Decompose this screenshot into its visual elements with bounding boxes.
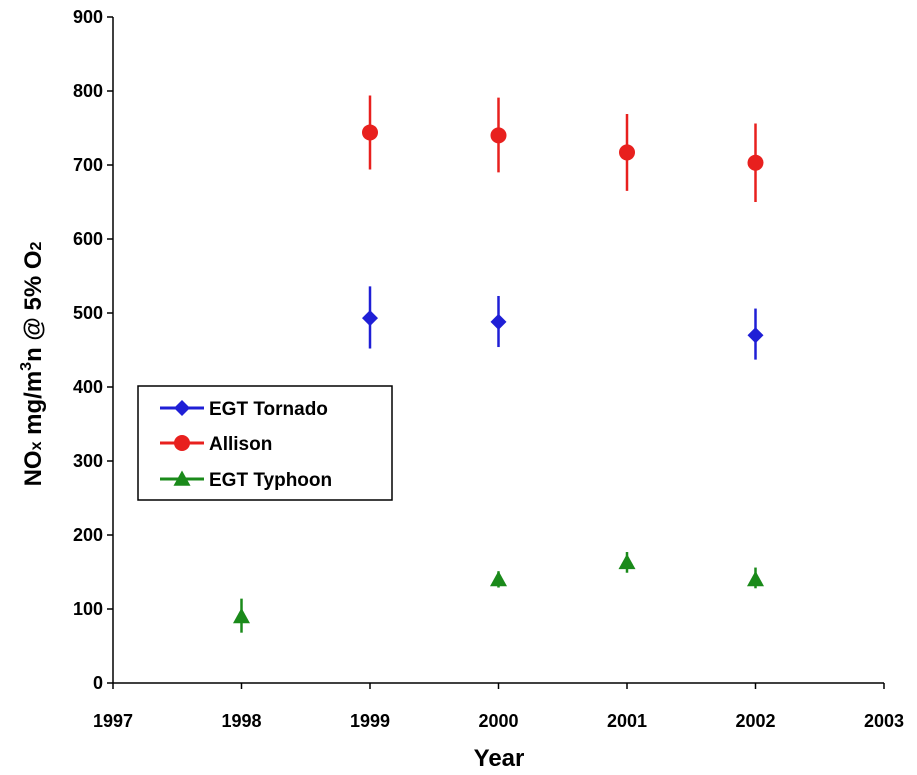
- data-point-egt-typhoon: [747, 570, 764, 587]
- y-tick-label: 0: [93, 673, 103, 693]
- y-title-subscript-2: 2: [28, 241, 45, 250]
- y-tick-label: 900: [73, 7, 103, 27]
- y-ticks: 0 100 200 300 400 500 600 700 800 900: [73, 7, 113, 693]
- data-point-egt-tornado: [747, 327, 764, 344]
- data-point-egt-tornado: [362, 310, 378, 327]
- x-tick-label: 1999: [350, 711, 390, 731]
- legend-marker-allison: [174, 435, 190, 451]
- x-tick-label: 2001: [607, 711, 647, 731]
- data-point-allison: [619, 144, 635, 161]
- data-point-egt-typhoon: [233, 607, 250, 624]
- y-axis-title: NOx mg/m3n @ 5% O2: [18, 241, 47, 486]
- series-egt-typhoon: [233, 552, 764, 633]
- data-point-egt-typhoon: [618, 553, 636, 570]
- y-title-superscript-3: 3: [18, 362, 35, 371]
- series-egt-tornado: [362, 286, 764, 360]
- y-tick-label: 800: [73, 81, 103, 101]
- y-title-part: mg/m: [20, 371, 47, 442]
- data-point-egt-tornado: [490, 313, 507, 330]
- x-tick-label: 1997: [93, 711, 133, 731]
- x-tick-label: 1998: [221, 711, 261, 731]
- legend-label-allison: Allison: [209, 434, 272, 455]
- y-tick-label: 600: [73, 229, 103, 249]
- legend-label-egt-tornado: EGT Tornado: [209, 399, 328, 420]
- y-tick-label: 700: [73, 155, 103, 175]
- x-tick-label: 2003: [864, 711, 904, 731]
- legend-label-egt-typhoon: EGT Typhoon: [209, 470, 332, 491]
- data-point-allison: [490, 127, 507, 144]
- legend-marker-egt-typhoon: [173, 470, 191, 486]
- y-tick-label: 500: [73, 303, 103, 323]
- x-ticks: 1997 1998 1999 2000 2001 2002 2003: [93, 683, 904, 731]
- y-tick-label: 300: [73, 451, 103, 471]
- x-tick-label: 2002: [735, 711, 775, 731]
- y-tick-label: 200: [73, 525, 103, 545]
- legend: EGT Tornado Allison EGT Typhoon: [137, 385, 393, 501]
- y-title-part: n @ 5% O: [20, 250, 47, 361]
- y-tick-label: 100: [73, 599, 103, 619]
- legend-marker-egt-tornado: [174, 400, 190, 416]
- y-title-subscript-x: x: [28, 441, 45, 450]
- data-point-allison: [362, 124, 378, 141]
- series-layer: [233, 95, 764, 633]
- data-point-egt-typhoon: [490, 570, 507, 587]
- data-point-allison: [747, 154, 764, 171]
- y-tick-label: 400: [73, 377, 103, 397]
- x-axis-title: Year: [474, 745, 525, 772]
- series-allison: [362, 95, 764, 202]
- y-title-part: NO: [20, 450, 47, 486]
- x-tick-label: 2000: [478, 711, 518, 731]
